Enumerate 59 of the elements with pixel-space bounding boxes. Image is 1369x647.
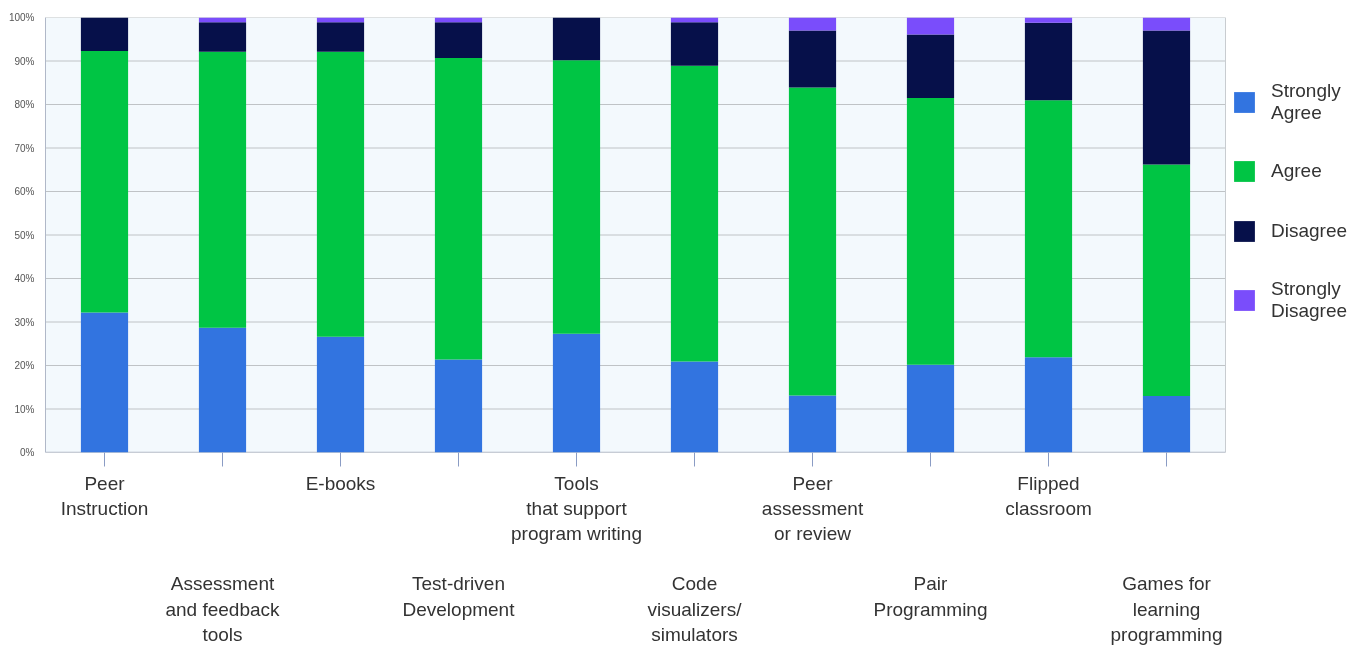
bar [1024, 17, 1073, 23]
x-tick-label: E-books [305, 472, 376, 494]
y-tick-label: 20% [14, 360, 35, 371]
bar [434, 57, 483, 360]
bar [1024, 22, 1073, 101]
legend-label: Agree [1271, 160, 1322, 182]
y-tick-label: 80% [14, 99, 35, 110]
bar [670, 22, 719, 66]
bar [198, 327, 247, 453]
bar [434, 359, 483, 453]
bar [316, 22, 365, 52]
y-tick-label: 40% [14, 273, 35, 284]
y-tick-label: 90% [14, 55, 35, 67]
legend-label: Strongly Agree [1271, 80, 1341, 124]
bar [80, 17, 129, 51]
y-tick-label: 60% [14, 186, 35, 197]
bar [1142, 17, 1191, 31]
x-tick-label: Code visualizers/ simulators [647, 573, 743, 645]
bar [1024, 357, 1073, 453]
legend-label: Strongly Disagree [1271, 278, 1348, 322]
x-tick-label: Tools that support program writing [511, 472, 642, 544]
bar [788, 30, 837, 88]
bar [670, 65, 719, 362]
bar [1142, 164, 1191, 396]
bar [552, 333, 601, 453]
x-tick-label: Pair Programming [873, 573, 988, 620]
bar [788, 395, 837, 453]
x-tick-label: Games for learning programming [1110, 573, 1223, 645]
bar [788, 17, 837, 31]
legend-label: Disagree [1271, 220, 1348, 242]
bar [80, 312, 129, 453]
bar [906, 364, 955, 453]
y-tick-label: 70% [14, 142, 35, 154]
bar [788, 87, 837, 396]
bar [198, 22, 247, 52]
x-tick-label: Peer Instruction [60, 472, 149, 519]
bar [198, 51, 247, 328]
bar [670, 361, 719, 453]
bar [1142, 395, 1191, 453]
x-tick-label: Peer assessment or review [761, 472, 864, 544]
bar [552, 17, 601, 61]
x-tick-label: Flipped classroom [1005, 472, 1092, 519]
bar [80, 50, 129, 313]
bar [906, 34, 955, 98]
y-tick-label: 0% [20, 447, 35, 458]
y-tick-label: 100% [8, 12, 35, 23]
x-tick-label: Assessment and feedback tools [165, 573, 281, 645]
bar [906, 17, 955, 35]
bar [434, 22, 483, 58]
y-tick-label: 10% [14, 403, 35, 415]
bar [906, 97, 955, 365]
bar [316, 336, 365, 453]
bar [316, 51, 365, 337]
bar [552, 60, 601, 334]
y-tick-label: 50% [14, 229, 35, 241]
y-tick-label: 30% [14, 316, 35, 328]
bar [1142, 30, 1191, 165]
bar [1024, 100, 1073, 358]
x-tick-label: Test-driven Development [402, 573, 516, 620]
